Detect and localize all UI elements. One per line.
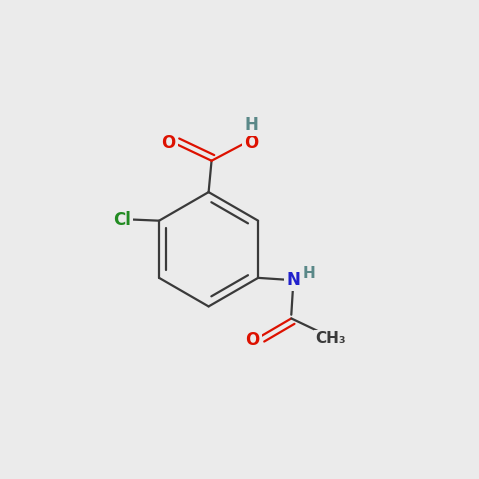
Text: Cl: Cl: [113, 211, 131, 228]
Text: H: H: [302, 265, 315, 281]
Text: O: O: [245, 331, 260, 349]
Text: H: H: [244, 116, 258, 134]
Text: O: O: [161, 134, 175, 152]
Text: N: N: [286, 271, 300, 289]
Text: CH₃: CH₃: [316, 331, 346, 346]
Text: O: O: [244, 134, 258, 152]
